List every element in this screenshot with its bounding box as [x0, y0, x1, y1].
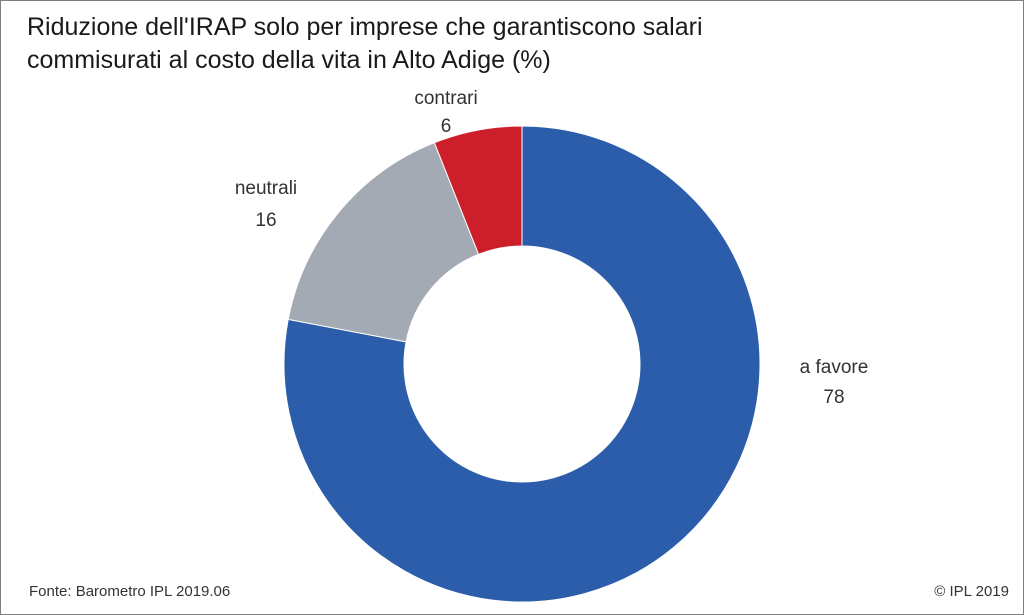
chart-title: Riduzione dell'IRAP solo per imprese che… — [27, 11, 927, 77]
slice-value-contrari: 6 — [441, 116, 452, 137]
slice-contrari — [433, 125, 523, 255]
slice-label-contrari: contrari — [414, 88, 477, 109]
copyright-note: © IPL 2019 — [934, 583, 1009, 600]
slice-value-a-favore: 78 — [823, 387, 844, 408]
chart-title-line-2: commisurati al costo della vita in Alto … — [27, 46, 551, 74]
slice-neutrali — [287, 142, 480, 343]
slice-value-neutrali: 16 — [255, 210, 276, 231]
slice-a-favore — [283, 125, 761, 603]
slice-label-a-favore: a favore — [800, 357, 869, 378]
slice-label-neutrali: neutrali — [235, 178, 297, 199]
chart-title-line-1: Riduzione dell'IRAP solo per imprese che… — [27, 13, 703, 41]
source-note: Fonte: Barometro IPL 2019.06 — [29, 583, 231, 600]
